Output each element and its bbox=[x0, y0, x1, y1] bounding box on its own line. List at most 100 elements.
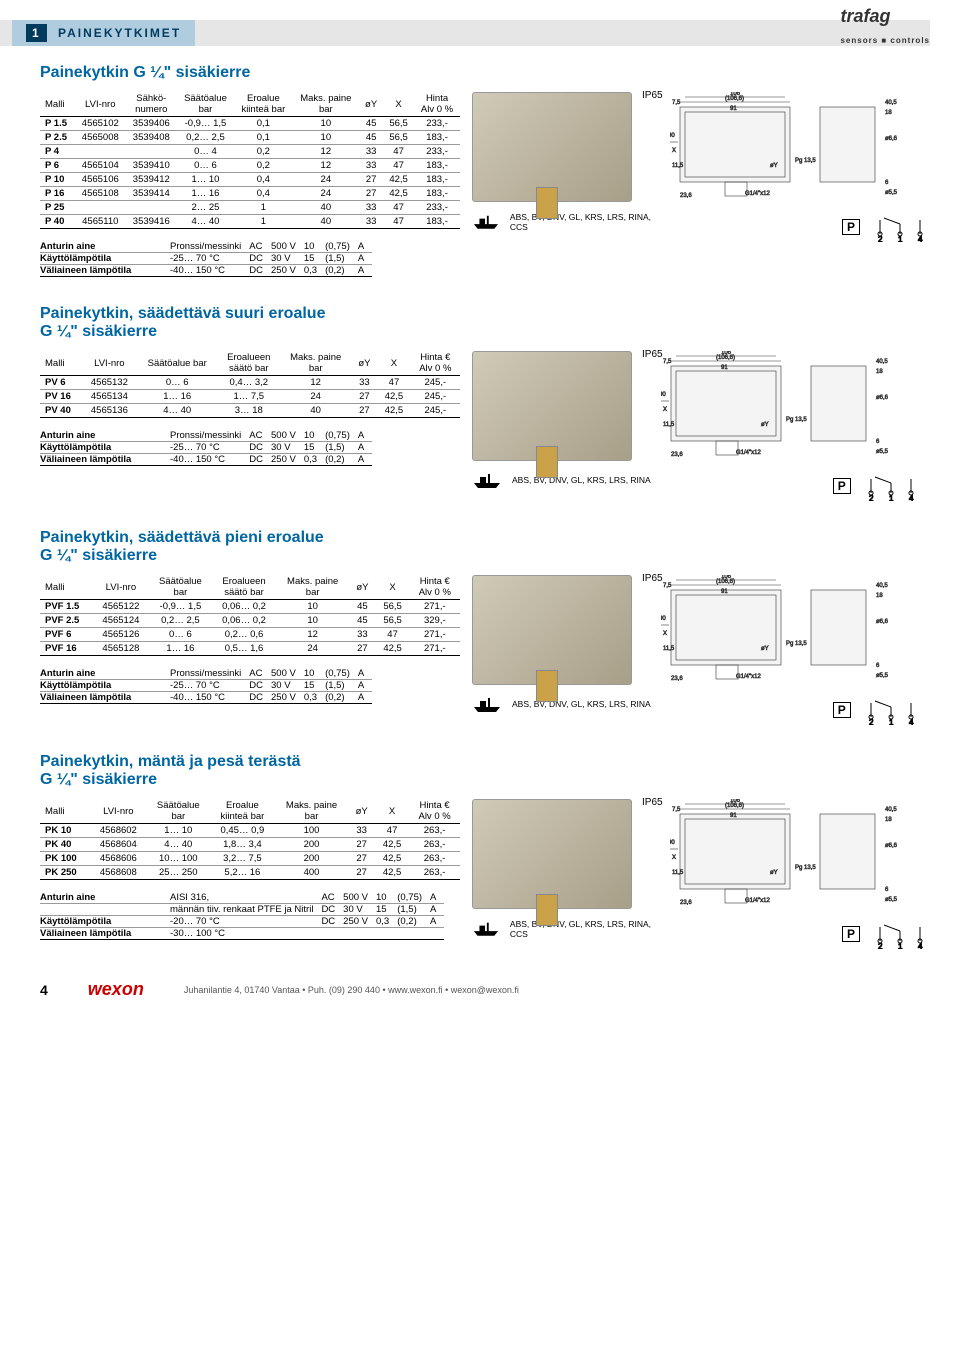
data-table: MalliLVI-nroSäätöalue barEroalueensäätö … bbox=[40, 351, 460, 418]
footer-address: Juhanilantie 4, 01740 Vantaa • Puh. (09)… bbox=[184, 985, 519, 995]
svg-text:øY: øY bbox=[761, 646, 769, 652]
svg-text:4: 4 bbox=[918, 942, 923, 949]
section-title: Painekytkin, mäntä ja pesä terästäG ¼" s… bbox=[40, 753, 930, 789]
col-header: Säätöaluebar bbox=[149, 575, 212, 600]
svg-text:11,5: 11,5 bbox=[663, 646, 675, 652]
tab-number: 1 bbox=[26, 24, 47, 42]
col-header: Eroaluekiinteä bar bbox=[234, 92, 292, 117]
brand-logo: trafag sensors ■ controls bbox=[840, 6, 930, 48]
svg-text:106: 106 bbox=[730, 799, 741, 804]
svg-text:ø5,5: ø5,5 bbox=[885, 897, 898, 903]
col-header: Säätöaluebar bbox=[177, 92, 234, 117]
col-header: Eroalueensäätö bar bbox=[212, 575, 276, 600]
col-header: øY bbox=[359, 92, 383, 117]
svg-text:X: X bbox=[672, 148, 676, 154]
svg-text:90: 90 bbox=[661, 392, 666, 398]
svg-text:18: 18 bbox=[885, 110, 892, 116]
data-table: MalliLVI-nroSäätöaluebarEroalueensäätö b… bbox=[40, 575, 460, 656]
col-header: X bbox=[375, 799, 409, 824]
table-row: PVF 2.545651240,2… 2,50,06… 0,2104556,53… bbox=[40, 614, 460, 628]
svg-text:1: 1 bbox=[898, 942, 903, 949]
svg-text:G1/4"x12: G1/4"x12 bbox=[736, 674, 761, 680]
table-row: P 16456510835394141… 160,4242742,5183,- bbox=[40, 187, 460, 201]
col-header: X bbox=[383, 92, 414, 117]
svg-text:Pg 13,5: Pg 13,5 bbox=[795, 158, 816, 164]
ip-rating: IP65 bbox=[642, 349, 663, 360]
dimension-diagram: (106,6) 106 91 7,5 23,6 G1/4"x12 Pg 13,5… bbox=[670, 92, 930, 202]
ship-icon bbox=[472, 695, 502, 713]
svg-text:23,6: 23,6 bbox=[680, 900, 692, 906]
table-row: PVF 645651260… 60,2… 0,6123347271,- bbox=[40, 628, 460, 642]
section-1: Painekytkin, säädettävä suuri eroalueG ¼… bbox=[40, 305, 930, 501]
svg-text:7,5: 7,5 bbox=[663, 583, 672, 589]
table-row: PVF 1.54565122-0,9… 1,50,06… 0,2104556,5… bbox=[40, 600, 460, 614]
ship-icon bbox=[472, 920, 500, 938]
col-header: Hinta €Alv 0 % bbox=[411, 351, 460, 376]
section-title: Painekytkin G ¼" sisäkierre bbox=[40, 64, 930, 82]
col-header: Hinta €Alv 0 % bbox=[410, 575, 460, 600]
svg-text:2: 2 bbox=[869, 718, 874, 725]
svg-text:øY: øY bbox=[761, 422, 769, 428]
svg-text:106: 106 bbox=[721, 575, 732, 580]
section-title: Painekytkin, säädettävä pieni eroalueG ¼… bbox=[40, 529, 930, 565]
ship-icon bbox=[472, 471, 502, 489]
device-image bbox=[472, 799, 632, 909]
table-row: P 40… 40,2123347233,- bbox=[40, 145, 460, 159]
table-row: PK 100456860610… 1003,2… 7,52002742,5263… bbox=[40, 852, 460, 866]
svg-text:91: 91 bbox=[730, 813, 737, 819]
svg-text:90: 90 bbox=[661, 616, 666, 622]
table-row: P 252… 251403347233,- bbox=[40, 201, 460, 215]
svg-text:G1/4"x12: G1/4"x12 bbox=[736, 450, 761, 456]
data-table: MalliLVI-nroSäätöaluebarEroaluekiinteä b… bbox=[40, 799, 460, 880]
svg-text:X: X bbox=[663, 631, 667, 637]
svg-text:106: 106 bbox=[730, 92, 741, 97]
table-row: PK 250456860825… 2505,2… 164002742,5263,… bbox=[40, 866, 460, 880]
svg-text:ø6,6: ø6,6 bbox=[885, 843, 898, 849]
spec-block: Anturin ainePronssi/messinkiAC500 V10(0,… bbox=[40, 430, 460, 466]
dimension-diagram: (106,6) 106 91 7,5 23,6 G1/4"x12 Pg 13,5… bbox=[661, 351, 921, 461]
svg-text:4: 4 bbox=[918, 235, 923, 242]
col-header: X bbox=[376, 575, 410, 600]
table-row: PV 1645651341… 161… 7,5242742,5245,- bbox=[40, 390, 460, 404]
svg-text:11,5: 11,5 bbox=[663, 422, 675, 428]
table-row: P 10456510635394121… 100,4242742,5183,- bbox=[40, 173, 460, 187]
section-3: Painekytkin, mäntä ja pesä terästäG ¼" s… bbox=[40, 753, 930, 949]
p-box: P bbox=[833, 478, 851, 494]
svg-text:ø5,5: ø5,5 bbox=[876, 673, 889, 679]
svg-text:øY: øY bbox=[770, 163, 778, 169]
svg-text:ø5,5: ø5,5 bbox=[885, 190, 898, 196]
col-header: Maks. painebar bbox=[275, 799, 349, 824]
spec-block: Anturin ainePronssi/messinkiAC500 V10(0,… bbox=[40, 241, 460, 277]
svg-text:ø5,5: ø5,5 bbox=[876, 449, 889, 455]
svg-text:91: 91 bbox=[721, 589, 728, 595]
svg-text:Pg 13,5: Pg 13,5 bbox=[795, 865, 816, 871]
table-row: PVF 1645651281… 160,5… 1,6242742,5271,- bbox=[40, 642, 460, 656]
device-image bbox=[472, 575, 632, 685]
approvals: ABS, BV, DNV, GL, KRS, LRS, RINA, CCS bbox=[472, 212, 660, 232]
col-header: Eroaluekiinteä bar bbox=[210, 799, 275, 824]
svg-text:23,6: 23,6 bbox=[671, 676, 683, 682]
device-image bbox=[472, 92, 632, 202]
svg-text:G1/4"x12: G1/4"x12 bbox=[745, 191, 770, 197]
svg-text:øY: øY bbox=[770, 870, 778, 876]
ip-rating: IP65 bbox=[642, 90, 663, 101]
svg-text:40,5: 40,5 bbox=[885, 807, 897, 813]
svg-text:106: 106 bbox=[721, 351, 732, 356]
col-header: Säätöalue bar bbox=[137, 351, 218, 376]
dimension-diagram: (106,6) 106 91 7,5 23,6 G1/4"x12 Pg 13,5… bbox=[670, 799, 930, 909]
header-bar: 1 PAINEKYTKIMET bbox=[0, 20, 930, 46]
table-row: P 6456510435394100… 60,2123347183,- bbox=[40, 159, 460, 173]
col-header: Malli bbox=[40, 351, 82, 376]
col-header: øY bbox=[348, 799, 375, 824]
col-header: øY bbox=[351, 351, 377, 376]
svg-text:1: 1 bbox=[898, 235, 903, 242]
svg-text:6: 6 bbox=[876, 439, 880, 445]
data-table: MalliLVI-nroSähkö-numeroSäätöaluebarEroa… bbox=[40, 92, 460, 229]
switch-diagram: 2 1 4 bbox=[870, 212, 930, 242]
ip-rating: IP65 bbox=[642, 573, 663, 584]
p-box: P bbox=[833, 702, 851, 718]
table-row: P 40456511035394164… 401403347183,- bbox=[40, 215, 460, 229]
approvals: ABS, BV, DNV, GL, KRS, LRS, RINA bbox=[472, 471, 651, 489]
p-box: P bbox=[842, 219, 860, 235]
svg-text:ø6,6: ø6,6 bbox=[885, 136, 898, 142]
